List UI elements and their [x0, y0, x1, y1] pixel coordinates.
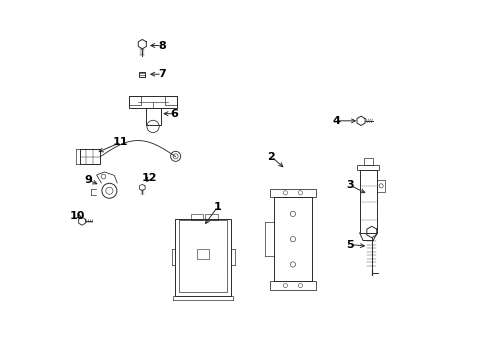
Bar — [129, 96, 177, 108]
Bar — [274, 197, 311, 281]
Bar — [376, 180, 385, 192]
Bar — [175, 219, 230, 296]
Bar — [356, 165, 379, 170]
Bar — [205, 214, 217, 220]
Text: 7: 7 — [158, 69, 165, 79]
Bar — [269, 281, 316, 290]
Text: 3: 3 — [346, 180, 353, 190]
Bar — [179, 220, 227, 292]
Text: 12: 12 — [142, 173, 157, 183]
Bar — [197, 249, 209, 258]
Text: 5: 5 — [346, 239, 353, 249]
Text: 4: 4 — [331, 116, 339, 126]
Text: 8: 8 — [158, 41, 165, 50]
Bar — [129, 96, 141, 105]
Text: 10: 10 — [70, 211, 85, 221]
Text: 9: 9 — [84, 175, 92, 185]
Bar — [363, 158, 372, 165]
Bar — [80, 149, 100, 164]
Bar — [191, 214, 203, 220]
Text: 11: 11 — [113, 138, 128, 147]
Text: 2: 2 — [267, 152, 275, 162]
Bar — [164, 96, 177, 105]
Bar — [145, 108, 160, 125]
Bar — [269, 189, 316, 197]
Text: 6: 6 — [170, 109, 178, 119]
Bar — [359, 170, 376, 233]
Text: 1: 1 — [213, 202, 221, 212]
